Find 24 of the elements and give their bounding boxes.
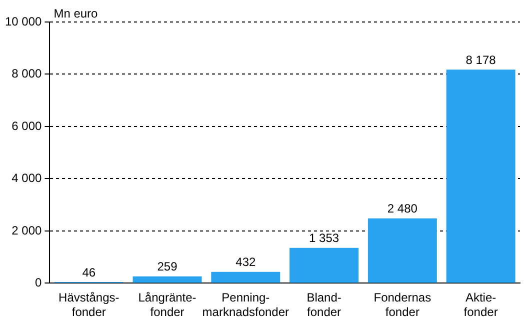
bar: [132, 276, 202, 283]
data-label: 432: [236, 255, 256, 270]
bar: [446, 70, 516, 283]
bar: [368, 218, 437, 283]
data-label: 8 178: [466, 52, 496, 67]
data-label: 1 353: [309, 231, 340, 246]
data-label: 259: [157, 260, 178, 274]
bar: [211, 272, 280, 283]
y-tick-label: 4 000: [12, 171, 42, 186]
x-tick-label: Fondernas fonder: [374, 290, 432, 320]
x-tick-label: Aktie- fonder: [464, 290, 498, 320]
y-tick-label: 10 000: [5, 14, 42, 28]
y-tick-label: 6 000: [12, 118, 42, 133]
x-tick-label: Hävstångs- fonder: [58, 290, 120, 320]
y-tick-label: 8 000: [12, 66, 42, 81]
data-label: 46: [82, 265, 96, 280]
y-tick-label: 0: [35, 276, 42, 290]
data-label: 2 480: [387, 202, 418, 216]
x-tick-label: Långränte- fonder: [138, 290, 196, 320]
bar: [290, 248, 359, 283]
x-tick-label: Bland- fonder: [306, 290, 342, 320]
x-tick-label: Penning- marknadsfonder: [202, 290, 290, 320]
y-tick-label: 2 000: [12, 223, 42, 238]
y-axis-title: Mn euro: [54, 6, 98, 20]
